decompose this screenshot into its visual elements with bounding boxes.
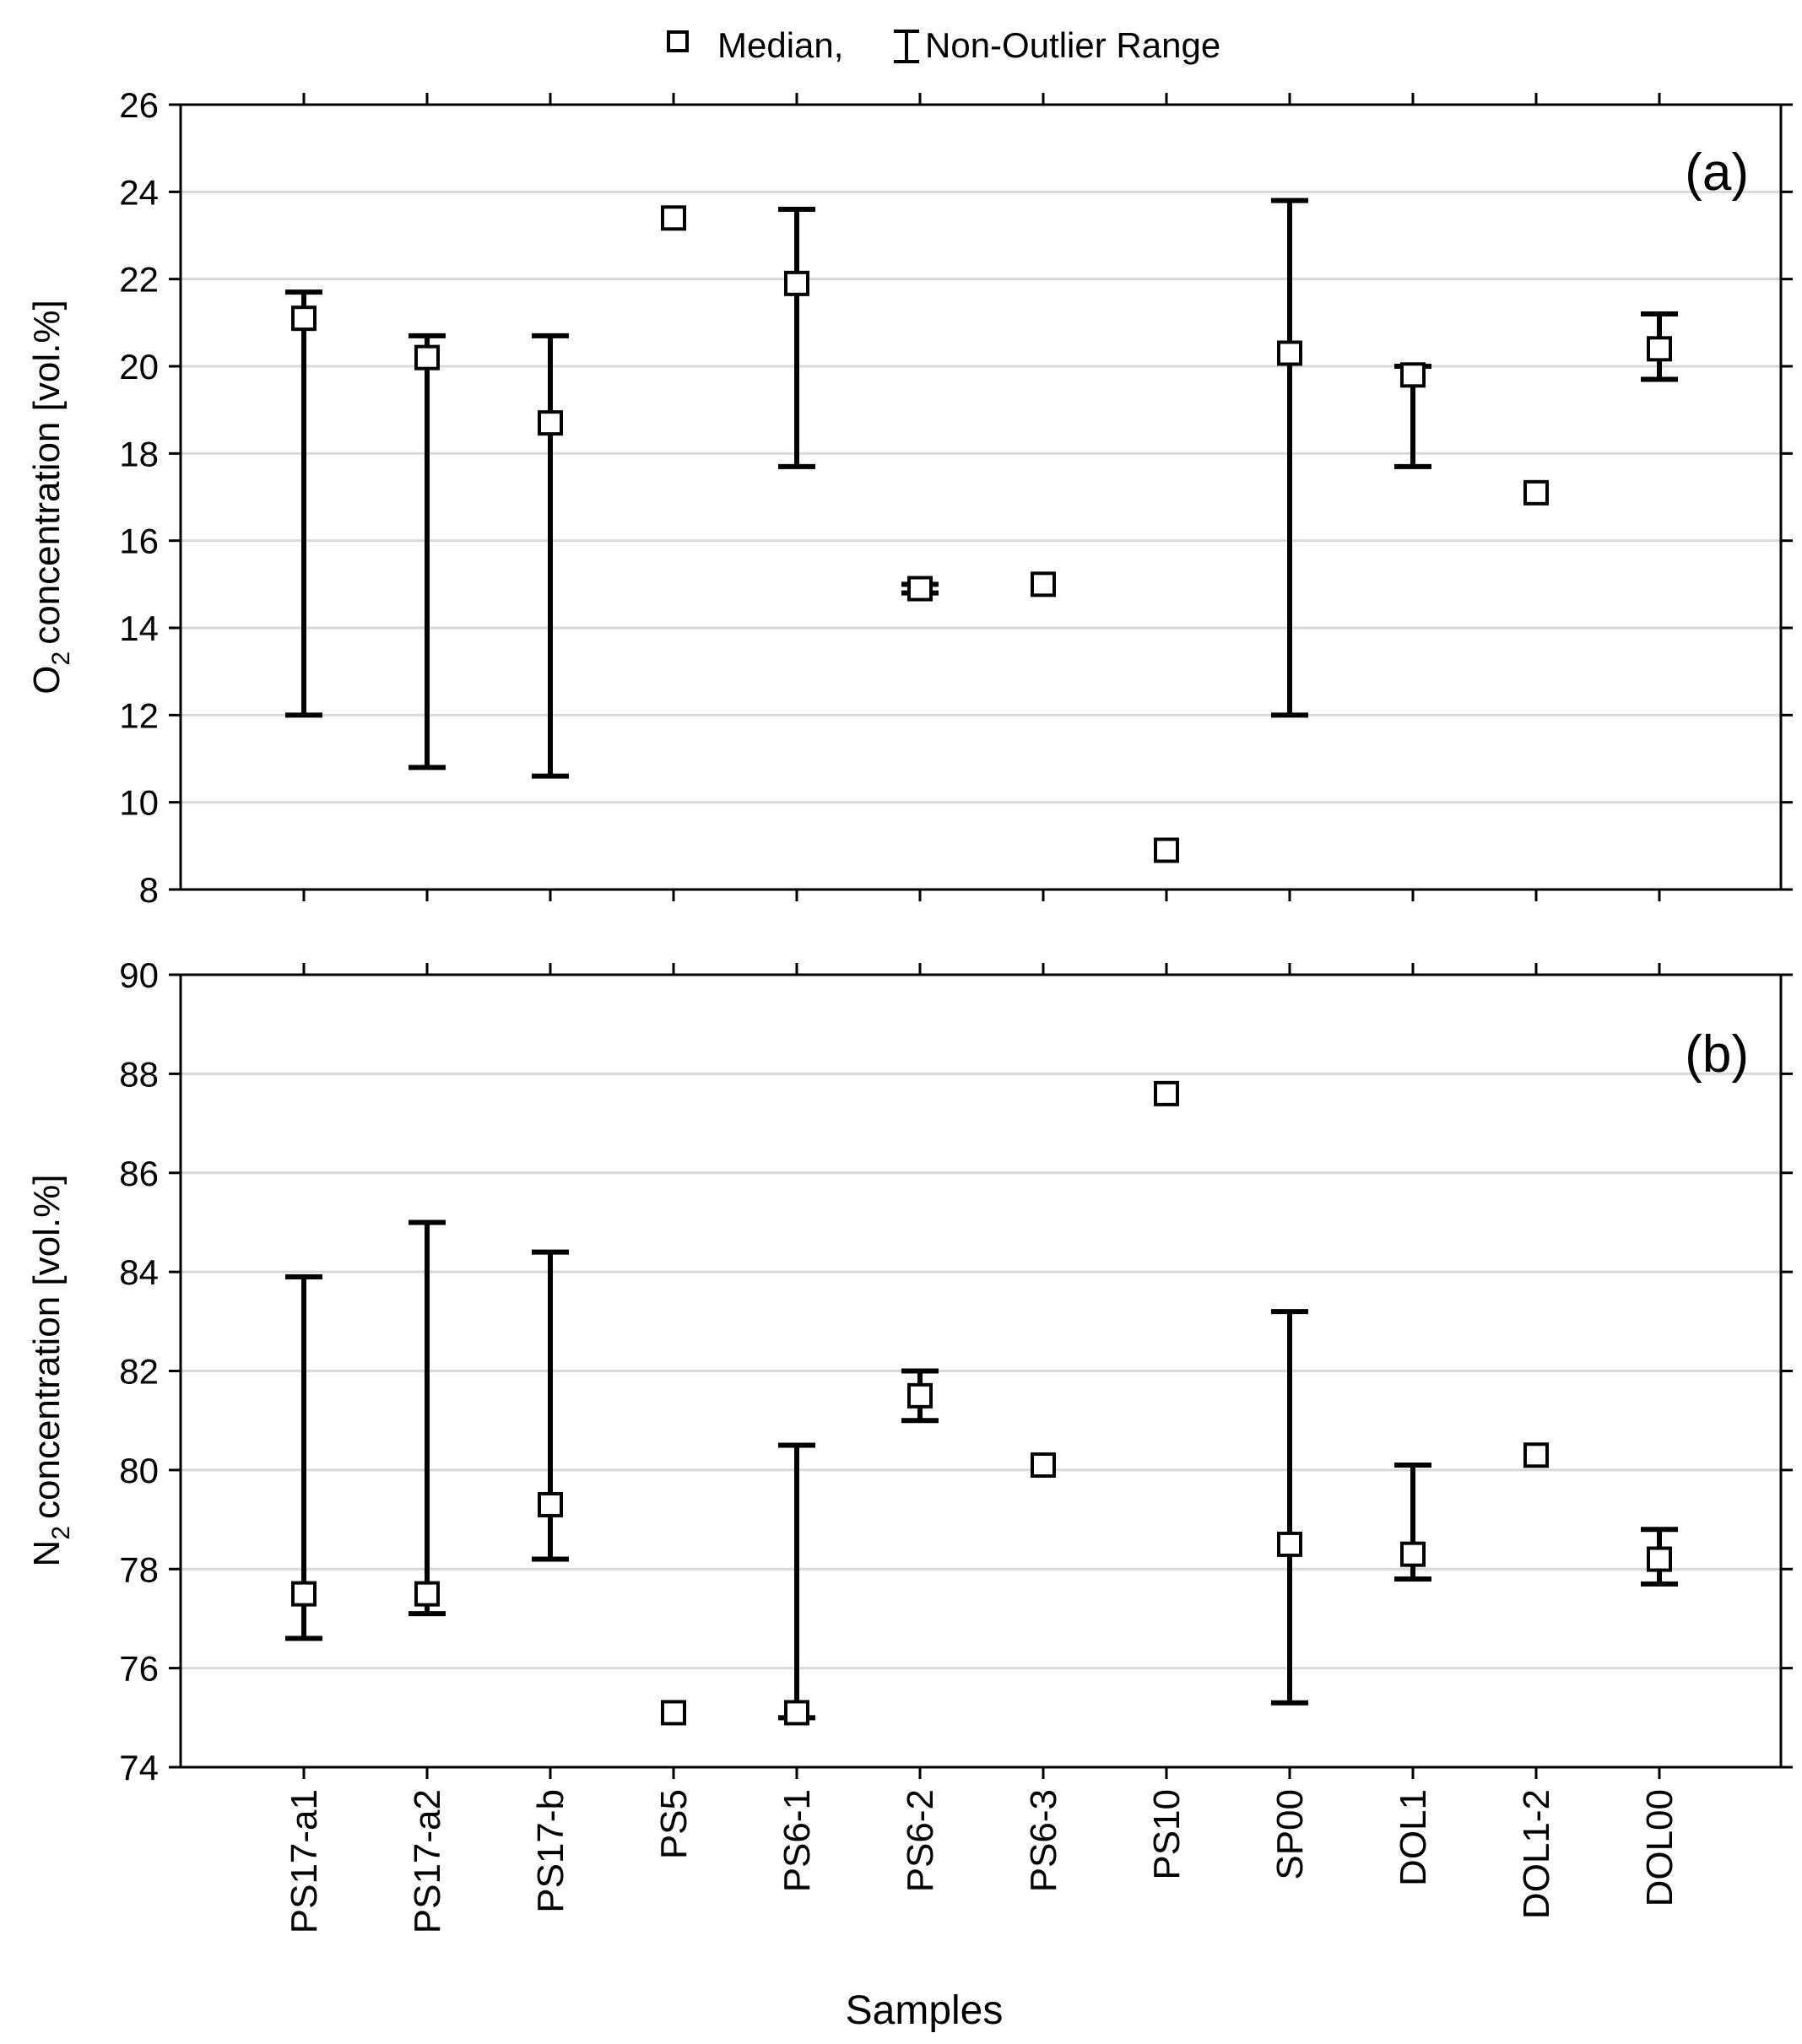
x-axis-sample-label: SP00 [1269, 1789, 1311, 1880]
median-marker [784, 270, 809, 296]
panel-a-tag: (a) [1685, 143, 1749, 202]
x-axis-sample-label: PS6-1 [777, 1789, 818, 1892]
panel-a: 8 10 12 14 16 18 20 22 24 26 (a) O2 concentration … [26, 85, 1793, 910]
median-marker [1031, 571, 1056, 598]
x-axis-sample-label: PS17-a1 [284, 1789, 325, 1933]
panel-a-y-tick-label: 14 [119, 608, 159, 648]
panel-b-y-tick-label: 84 [119, 1252, 159, 1292]
legend-range-label: Non-Outlier Range [925, 25, 1220, 65]
panel-a-y-axis-title: O2 concentration [vol.%] [26, 300, 75, 694]
legend-median-marker [667, 30, 689, 52]
panel-a-y-tick-label: 18 [119, 434, 159, 473]
range-bar [409, 1219, 446, 1617]
x-axis-sample-label: DOL00 [1639, 1789, 1680, 1906]
x-axis-sample-label: PS5 [653, 1789, 695, 1859]
panel-b-y-tick-label: 80 [119, 1451, 159, 1490]
median-marker [291, 1581, 317, 1607]
legend-median-label: Median, [717, 25, 843, 65]
range-bar [285, 289, 322, 718]
panel-b-y-tick-label: 82 [119, 1352, 159, 1392]
panel-a-y-tick-label: 22 [119, 260, 159, 300]
median-marker [414, 344, 440, 370]
median-marker [1523, 479, 1549, 506]
x-axis-sample-label: PS17-a2 [407, 1789, 448, 1933]
median-marker [1277, 1531, 1302, 1557]
median-marker [1647, 336, 1672, 362]
panel-b-series [285, 1080, 1678, 1726]
panel-a-y-tick-label: 12 [119, 695, 159, 735]
x-axis-sample-label: DOL1 [1393, 1789, 1434, 1886]
median-marker [907, 1382, 933, 1409]
panel-a-frame [179, 103, 1783, 891]
range-bar [1271, 1309, 1308, 1706]
x-axis-sample-label: PS6-2 [900, 1789, 941, 1892]
median-marker [1400, 1541, 1426, 1567]
panel-b-tag: (b) [1685, 1025, 1749, 1084]
panel-a-y-axis-title-rest: concentration [vol.%] [26, 300, 68, 644]
panel-a-y-tick-label: 26 [119, 85, 159, 125]
panel-a-x-ticks [302, 93, 1661, 901]
x-axis-sample-labels: PS17-a1 PS17-a2 PS17-b PS5 PS6-1 PS6-2 PS6-3 PS… [284, 1789, 1680, 1933]
median-marker [414, 1581, 440, 1607]
x-axis-sample-label: PS17-b [530, 1789, 571, 1913]
range-bar [532, 333, 569, 779]
median-marker [1523, 1442, 1549, 1468]
x-axis-sample-label: PS10 [1146, 1789, 1188, 1880]
range-bar [285, 1273, 322, 1641]
panel-a-series [285, 197, 1678, 863]
range-bar [778, 207, 815, 469]
panel-b-x-ticks [302, 963, 1661, 1779]
panel-a-y-tick-label: 20 [119, 347, 159, 387]
panel-b-y-axis-title: N2 concentration [vol.%] [26, 1175, 75, 1567]
median-marker [907, 576, 933, 602]
median-marker [1400, 362, 1426, 388]
panel-b: 74 76 78 80 82 84 86 88 90 (b) N2 concentration [… [26, 955, 1793, 1787]
legend-range-icon [894, 30, 919, 63]
panel-b-y-tick-label: 86 [119, 1154, 159, 1193]
panel-a-y-tick-label: 8 [139, 870, 159, 910]
panel-b-y-tick-label: 88 [119, 1054, 159, 1094]
median-marker [661, 205, 686, 231]
panel-b-y-tick-label: 78 [119, 1549, 159, 1589]
range-bar [1271, 197, 1308, 718]
panel-b-y-axis-title-rest: concentration [vol.%] [26, 1175, 68, 1519]
panel-a-y-axis-title-main: O [26, 665, 68, 694]
x-axis-sample-label: DOL1-2 [1516, 1789, 1557, 1919]
panel-b-y-tick-label: 76 [119, 1649, 159, 1689]
panel-b-y-axis-title-sub: 2 [47, 1526, 75, 1540]
x-axis-sample-label: PS6-3 [1023, 1789, 1064, 1892]
panel-a-y-tick-label: 24 [119, 172, 159, 212]
panel-b-y-ticks: 74 76 78 80 82 84 86 88 90 [119, 955, 1793, 1787]
panel-b-y-tick-label: 74 [119, 1748, 159, 1787]
panel-a-gridlines [181, 190, 1781, 804]
panel-a-y-tick-label: 16 [119, 522, 159, 561]
median-marker [1031, 1452, 1056, 1479]
median-marker [538, 1491, 563, 1517]
range-bar [409, 333, 446, 771]
median-marker [1154, 837, 1179, 863]
median-marker [1277, 340, 1302, 366]
panel-b-y-axis-title-main: N [26, 1540, 68, 1567]
median-marker [661, 1700, 686, 1726]
median-marker [784, 1700, 809, 1726]
median-marker [1647, 1546, 1672, 1572]
panel-a-y-tick-label: 10 [119, 783, 159, 823]
panel-b-gridlines [181, 1072, 1781, 1670]
panel-a-y-axis-title-sub: 2 [47, 652, 75, 666]
median-marker [538, 410, 563, 436]
legend: Median, Non-Outlier Range [667, 25, 1220, 65]
panel-a-y-ticks: 8 10 12 14 16 18 20 22 24 26 [119, 85, 1793, 910]
median-marker [291, 306, 317, 332]
x-axis-title: Samples [846, 1988, 1004, 2033]
panel-b-y-tick-label: 90 [119, 955, 159, 995]
median-marker [1154, 1080, 1179, 1106]
